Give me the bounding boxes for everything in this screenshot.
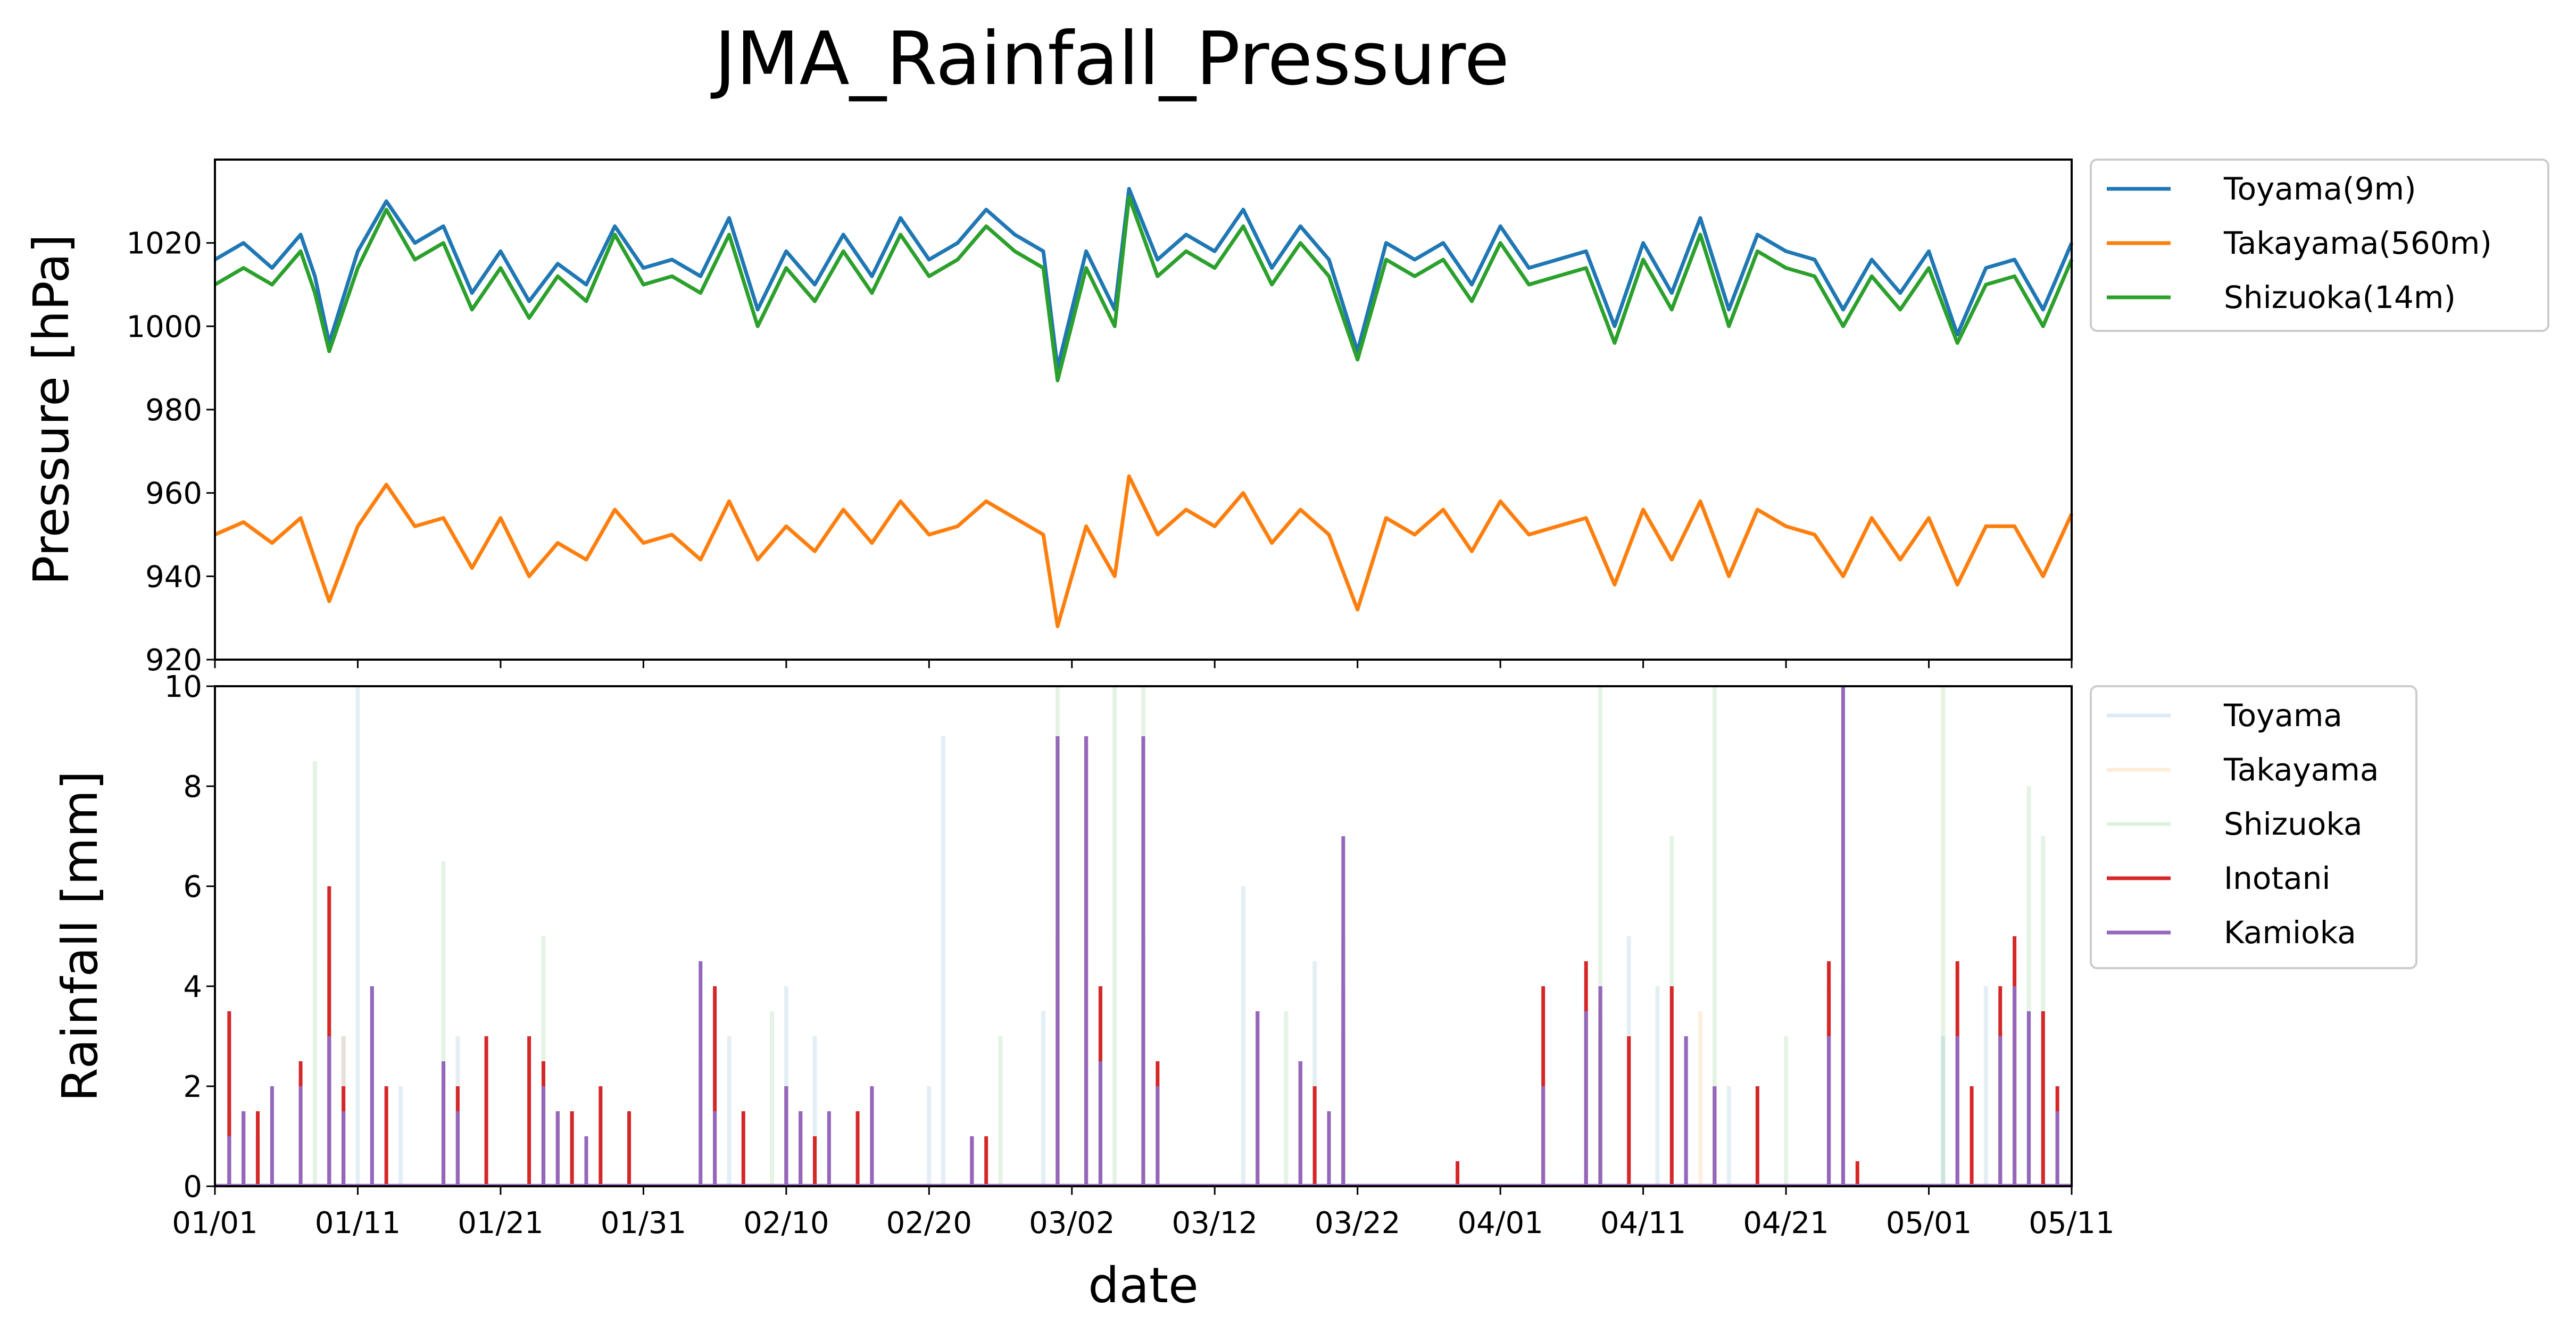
pressure-x-ticks: [214, 660, 2073, 668]
legend-label-shizuoka: Shizuoka: [2224, 806, 2363, 842]
series-line-shizuoka-14m: [214, 195, 2074, 382]
x-tick-label: 01/01: [172, 1206, 257, 1241]
pressure-y-tick-label: 920: [145, 643, 202, 678]
legend-label-kamioka: Kamioka: [2224, 914, 2356, 951]
legend-label-toyama: Toyama: [2223, 697, 2342, 734]
x-tick-label: 04/21: [1743, 1206, 1829, 1241]
pressure-y-tick-label: 980: [145, 393, 202, 428]
x-tick-label: 04/01: [1457, 1206, 1543, 1241]
rainfall-y-tick-label: 2: [183, 1070, 202, 1104]
x-tick-label: 02/10: [743, 1206, 829, 1241]
rainfall-y-ticks: 0 2 4 6 8 10: [164, 670, 215, 1204]
pressure-series-group: [214, 187, 2074, 628]
legend-label-toyama-9m: Toyama(9m): [2223, 171, 2416, 207]
pressure-y-ticks: 920 940 960 980 1000 1020: [126, 227, 215, 678]
pressure-y-axis-label: Pressure [hPa]: [23, 234, 80, 585]
legend-label-shizuoka-14m: Shizuoka(14m): [2224, 279, 2456, 315]
legend-label-inotani: Inotani: [2224, 860, 2331, 896]
rainfall-series-group: [215, 686, 2072, 1187]
pressure-y-tick-label: 960: [145, 477, 202, 511]
series-line-takayama-560m: [214, 474, 2074, 628]
x-tick-label: 03/02: [1029, 1206, 1115, 1241]
x-tick-label: 04/11: [1600, 1206, 1686, 1241]
x-tick-label: 05/11: [2029, 1206, 2114, 1241]
pressure-y-tick-label: 1000: [126, 310, 202, 344]
x-tick-label: 01/21: [458, 1206, 543, 1241]
rainfall-y-tick-label: 10: [164, 670, 202, 704]
x-tick-label: 05/01: [1886, 1206, 1972, 1241]
pressure-legend-box: [2090, 159, 2549, 332]
pressure-legend: Toyama(9m) Takayama(560m) Shizuoka(14m): [2090, 159, 2549, 332]
rainfall-y-tick-label: 4: [183, 970, 202, 1004]
legend-label-takayama: Takayama: [2223, 752, 2379, 788]
rainfall-y-tick-label: 8: [183, 770, 202, 804]
x-tick-label: 01/31: [601, 1206, 686, 1241]
rainfall-y-axis-label: Rainfall [mm]: [52, 771, 109, 1102]
pressure-panel: 920 940 960 980 1000 1020 Pressure [hPa]: [23, 159, 2074, 678]
chart-title: JMA_Rainfall_Pressure: [710, 16, 1509, 102]
rainfall-legend-box: [2090, 685, 2417, 969]
rainfall-y-tick-label: 0: [183, 1170, 202, 1204]
rainfall-legend: Toyama Takayama Shizuoka Inotani Kamioka: [2090, 685, 2417, 969]
x-tick-label: 03/22: [1315, 1206, 1400, 1241]
rainfall-y-tick-label: 6: [183, 870, 202, 904]
x-tick-label: 01/11: [315, 1206, 401, 1241]
legend-label-takayama-560m: Takayama(560m): [2223, 225, 2492, 261]
rainfall-axes-frame: [214, 685, 2073, 1187]
pressure-y-tick-label: 940: [145, 560, 202, 594]
rainfall-panel: 0 2 4 6 8 10 01/01 01/11 01/21 01/31 02/10 02/20 03…: [52, 670, 2115, 1314]
rainfall-x-ticks: 01/01 01/11 01/21 01/31 02/10 02/20 03/02 03/12…: [172, 1186, 2115, 1241]
x-axis-label: date: [1088, 1257, 1198, 1314]
pressure-y-tick-label: 1020: [126, 227, 202, 261]
x-tick-label: 03/12: [1172, 1206, 1258, 1241]
x-tick-label: 02/20: [886, 1206, 972, 1241]
